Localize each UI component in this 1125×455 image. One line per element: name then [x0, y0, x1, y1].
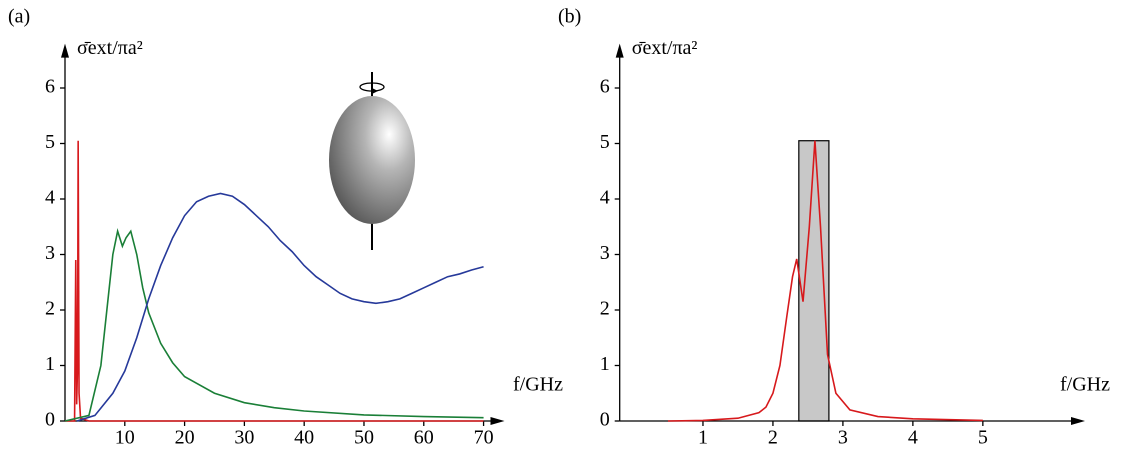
x-tick-label: 5: [978, 427, 988, 449]
x-tick-label: 3: [838, 427, 848, 449]
x-axis-arrow: [1071, 417, 1085, 425]
series-line: [76, 192, 484, 422]
y-tick-label: 3: [600, 242, 610, 264]
y-tick-label: 4: [45, 187, 55, 209]
panel-label: (a): [8, 6, 30, 28]
y-tick-label: 5: [45, 131, 55, 153]
x-tick-label: 10: [115, 427, 135, 449]
x-tick-label: 40: [294, 427, 314, 449]
x-tick-label: 60: [414, 427, 434, 449]
y-tick-label: 4: [600, 187, 610, 209]
series-line: [64, 228, 484, 422]
x-tick-label: 1: [698, 427, 708, 449]
y-tick-label: 3: [45, 242, 55, 264]
ellipsoid-inset: [329, 72, 415, 250]
x-axis-label: f/GHz: [513, 374, 563, 396]
x-tick-label: 30: [234, 427, 254, 449]
x-tick-label: 4: [908, 427, 918, 449]
x-axis-label: f/GHz: [1060, 374, 1110, 396]
y-tick-label: 6: [600, 76, 610, 98]
series-line: [65, 140, 484, 422]
x-tick-label: 2: [768, 427, 778, 449]
y-tick-label: 5: [600, 131, 610, 153]
y-tick-label: 0: [600, 409, 610, 431]
y-tick-label: 6: [45, 76, 55, 98]
arrow-head: [372, 88, 378, 94]
ellipsoid: [329, 96, 415, 224]
x-tick-label: 50: [354, 427, 374, 449]
x-tick-label: 70: [474, 427, 494, 449]
panel-label: (b): [558, 6, 581, 28]
y-axis-label: σ̄ext/πa²: [77, 37, 143, 59]
y-tick-label: 1: [600, 353, 610, 375]
x-tick-label: 20: [175, 427, 195, 449]
highlight-band: [798, 140, 830, 422]
series-line: [667, 140, 983, 422]
y-axis-arrow: [61, 43, 69, 58]
y-tick-label: 0: [45, 409, 55, 431]
y-axis-label: σ̄ext/πa²: [632, 37, 698, 59]
y-tick-label: 2: [600, 298, 610, 320]
x-axis-arrow: [490, 417, 505, 425]
y-axis-arrow: [615, 43, 624, 58]
y-tick-label: 1: [45, 353, 55, 375]
y-tick-label: 2: [45, 298, 55, 320]
